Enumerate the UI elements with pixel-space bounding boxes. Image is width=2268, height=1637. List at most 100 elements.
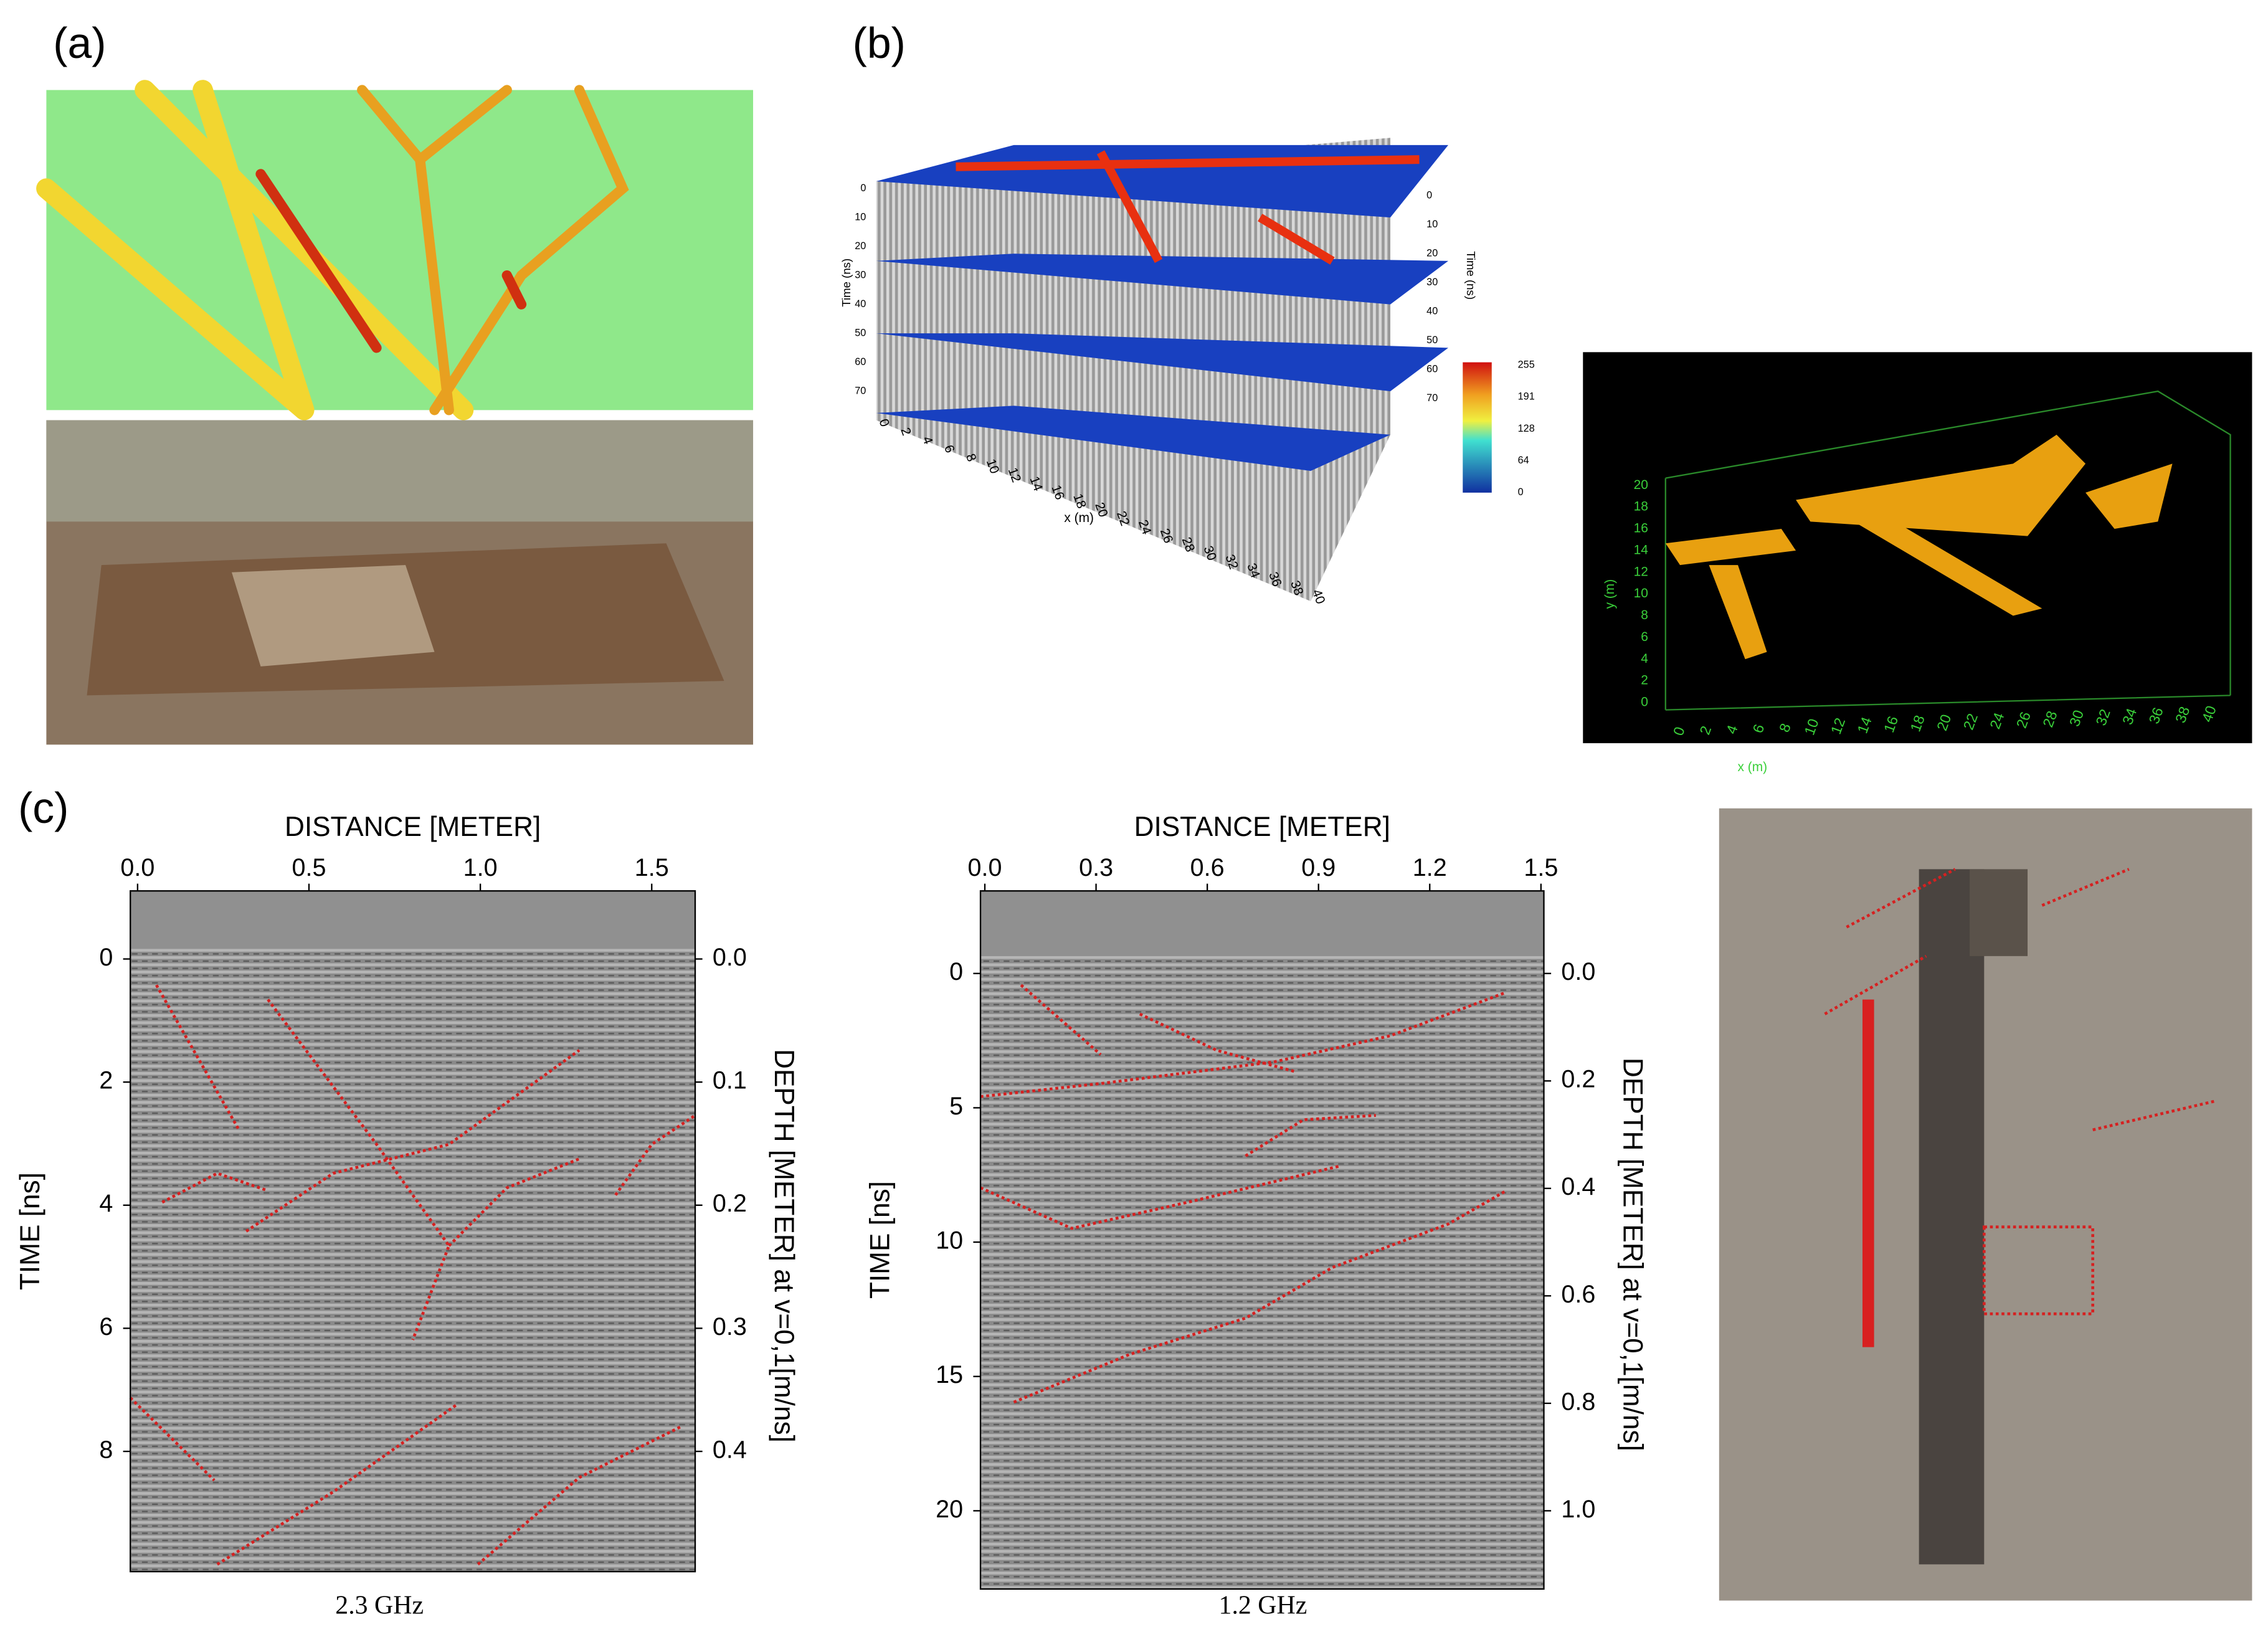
y2-tick-label: 0.1 (713, 1067, 747, 1094)
time-tick-label: 20 (1426, 248, 1438, 259)
y-tick-label: 4 (1641, 652, 1648, 666)
y-tick-label: 8 (99, 1436, 113, 1463)
y-tick-label: 0 (99, 944, 113, 971)
axis-title: y (m) (1603, 579, 1617, 609)
time-tick-label: 40 (855, 298, 866, 310)
y2-tick-label: 0.0 (713, 944, 747, 971)
time-tick-label: 10 (855, 211, 866, 222)
rock-crevice (1919, 869, 1985, 1565)
time-slice (876, 406, 1391, 471)
rock-fractures (1824, 868, 2216, 1132)
axis-title: x (m) (1737, 760, 1767, 774)
site-photo-background (46, 420, 754, 522)
excavation-floor (232, 565, 435, 667)
time-tick-label: 70 (855, 385, 866, 396)
radargram-air (130, 891, 696, 949)
y-tick-label: 8 (1641, 608, 1648, 622)
y2-tick-label: 0.3 (713, 1313, 747, 1340)
caption: 2.3 GHz (335, 1592, 424, 1620)
time-tick-label: 10 (1426, 219, 1438, 230)
volume-box (1664, 390, 2231, 711)
axis-title: Time (ns) (1464, 251, 1478, 300)
y2-tick-label: 1.0 (1561, 1496, 1595, 1523)
radargram (980, 891, 1544, 1589)
colorbar-tick-label: 255 (1518, 359, 1535, 371)
y-tick-label: 2 (1641, 673, 1648, 688)
axis-title: TIME [ns] (865, 1181, 896, 1299)
y-tick-label: 16 (1634, 521, 1648, 536)
y-tick-label: 20 (1634, 478, 1648, 492)
x-tick-label: 0.9 (1301, 854, 1336, 881)
x-tick-label: 0.6 (1190, 854, 1225, 881)
y2-tick-label: 0.0 (1561, 958, 1595, 985)
colorbar-tick-label: 191 (1518, 391, 1535, 402)
y-tick-label: 10 (936, 1227, 963, 1255)
heatmap-anomalies (36, 80, 629, 420)
y-tick-label: 18 (1634, 500, 1648, 514)
time-tick-label: 40 (1426, 306, 1438, 317)
y2-tick-label: 0.8 (1561, 1388, 1595, 1415)
x-tick-label: 0.0 (120, 854, 154, 881)
axis-title: DEPTH [METER] at v=0,1[m/ns] (1617, 1058, 1648, 1451)
time-tick-label: 0 (860, 183, 866, 194)
time-tick-label: 20 (855, 240, 866, 252)
colorbar-tick-label: 64 (1518, 455, 1529, 466)
time-tick-label: 50 (1426, 335, 1438, 346)
radargram-air (980, 891, 1544, 956)
y-tick-label: 14 (1634, 543, 1649, 557)
y2-tick-label: 0.6 (1561, 1281, 1595, 1308)
x-tick-label: 0.3 (1079, 854, 1113, 881)
highlight-box (1982, 1225, 2094, 1316)
time-slice (876, 333, 1449, 392)
time-tick-label: 70 (1426, 392, 1438, 404)
y-tick-label: 2 (99, 1067, 113, 1094)
y-tick-label: 20 (936, 1496, 963, 1523)
time-tick-label: 60 (855, 356, 866, 368)
axis-title: Time (ns) (840, 259, 853, 307)
y-tick-label: 0 (1641, 695, 1648, 709)
time-slice (876, 254, 1449, 305)
plot-frame (979, 890, 1545, 1590)
y-tick-label: 6 (1641, 630, 1648, 644)
interpretation-lines (980, 984, 1507, 1404)
y2-tick-label: 0.2 (1561, 1066, 1595, 1093)
cube-section (876, 138, 1391, 602)
slice-anomalies (956, 150, 1420, 265)
interpretation-lines (129, 984, 696, 1566)
time-tick-label: 60 (1426, 364, 1438, 375)
radargram (130, 891, 696, 1572)
x-tick-label: 1.2 (1413, 854, 1447, 881)
y2-tick-label: 0.4 (713, 1436, 747, 1463)
x-tick-label: 0.5 (292, 854, 326, 881)
y-tick-label: 12 (1634, 564, 1648, 579)
caption: 1.2 GHz (1219, 1592, 1307, 1620)
colorbar (1463, 362, 1492, 493)
panel-label: (a) (53, 19, 106, 67)
time-tick-label: 50 (855, 327, 866, 338)
axis-title: TIME [ns] (15, 1172, 45, 1290)
colorbar-tick-label: 128 (1518, 423, 1535, 434)
y-tick-label: 5 (949, 1093, 963, 1120)
x-tick-label: 0.0 (968, 854, 1002, 881)
x-tick-label: 1.0 (463, 854, 498, 881)
axis-title: DISTANCE [METER] (285, 812, 541, 842)
panel-label: (c) (18, 784, 69, 832)
y-tick-label: 4 (99, 1190, 113, 1217)
y-tick-label: 6 (99, 1313, 113, 1340)
x-tick-label: 1.5 (635, 854, 669, 881)
axis-title: x (m) (1064, 511, 1094, 525)
plot-frame (130, 890, 696, 1573)
time-tick-label: 0 (1426, 190, 1432, 201)
axis-title: DEPTH [METER] at v=0,1[m/ns] (769, 1049, 799, 1443)
y-tick-label: 10 (1634, 586, 1648, 600)
y2-tick-label: 0.4 (1561, 1173, 1595, 1200)
y2-tick-label: 0.2 (713, 1190, 747, 1217)
volume-features (1665, 434, 2173, 660)
panel-label: (b) (853, 19, 906, 67)
time-tick-label: 30 (1426, 277, 1438, 288)
rock-hole (1970, 869, 2028, 956)
scale-bar (1862, 999, 1874, 1347)
x-tick-label: 1.5 (1524, 854, 1558, 881)
